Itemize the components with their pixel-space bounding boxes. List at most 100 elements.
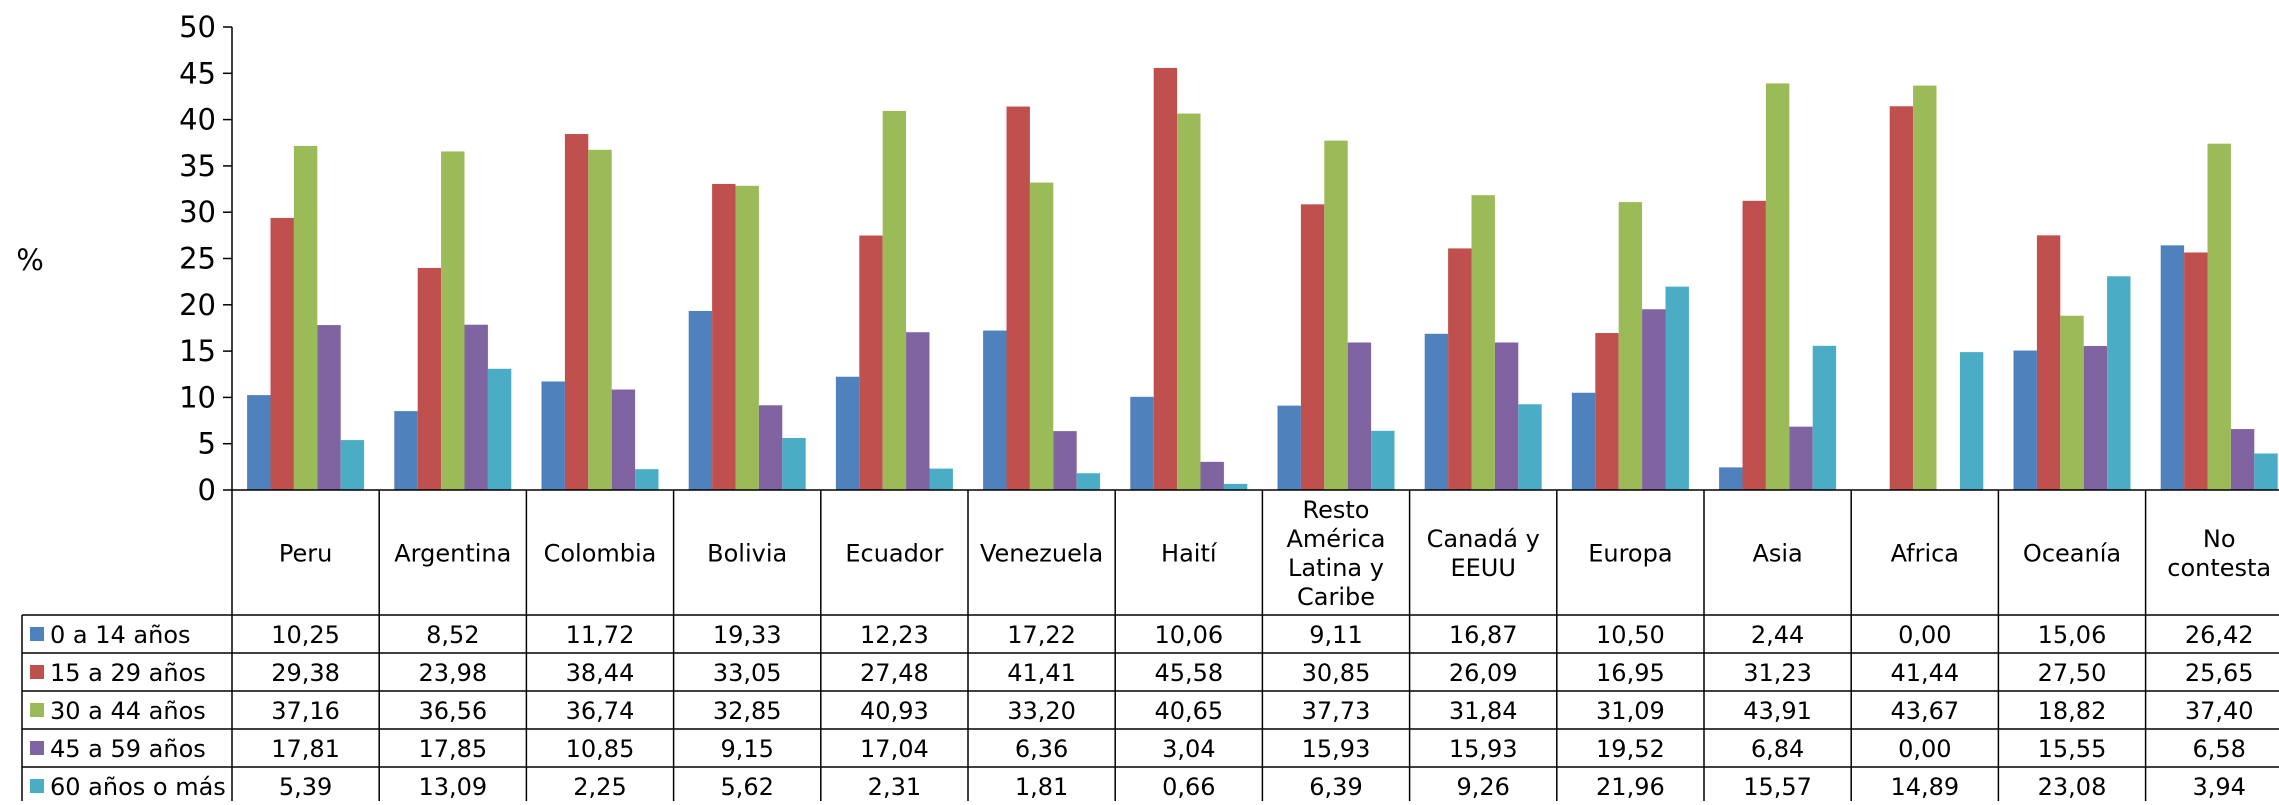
data-table-cell: 15,06 [2038,621,2107,649]
data-table-cell: 41,44 [1890,659,1959,687]
data-table-cell: 17,85 [418,735,487,763]
bar-3 [1177,113,1201,491]
bar-5 [1518,404,1542,490]
bar-2 [1742,200,1766,491]
bar-2 [1300,204,1325,491]
bar-2 [2184,252,2208,490]
bar-2 [1889,106,1914,491]
data-table-cell: 1,81 [1015,773,1068,801]
bar-3 [293,145,318,490]
bar-1 [1277,405,1301,490]
bar-1 [688,311,713,490]
bar-3 [1471,195,1495,490]
legend-label: 15 a 29 años [50,659,206,687]
data-table-cell: 31,84 [1449,697,1518,725]
data-table-cell: 23,98 [418,659,487,687]
bar-5 [782,437,806,490]
y-tick-label: 40 [179,103,216,137]
data-table-cell: 40,93 [860,697,929,725]
data-table-cell: 9,15 [720,735,773,763]
data-table-cell: 10,85 [566,735,635,763]
data-table-cell: 10,06 [1154,621,1223,649]
data-table-cell: 6,36 [1015,735,1068,763]
category-label: Latina y [1288,554,1384,582]
data-table-cell: 31,23 [1743,659,1812,687]
data-table-cell: 31,09 [1596,697,1665,725]
bar-4 [1347,342,1372,490]
data-table-cell: 10,50 [1596,621,1665,649]
bar-4 [464,324,488,490]
data-table-cell: 36,56 [418,697,487,725]
data-table-cell: 5,39 [279,773,332,801]
legend-swatch-2 [30,665,44,679]
bar-1 [2160,245,2185,490]
category-label: Caribe [1297,583,1375,611]
data-table-cell: 2,25 [573,773,626,801]
category-label: Colombia [544,540,657,568]
legend-swatch-3 [30,703,44,717]
y-tick-label: 35 [179,149,216,183]
data-table-cell: 37,73 [1302,697,1371,725]
data-table-cell: 13,09 [418,773,487,801]
data-table-cell: 6,84 [1751,735,1804,763]
bar-1 [1719,467,1743,490]
y-tick-label: 45 [179,56,216,90]
data-table-cell: 16,87 [1449,621,1518,649]
bar-2 [1006,106,1030,491]
bar-5 [1076,473,1101,490]
bar-5 [1371,430,1395,490]
bar-3 [1324,140,1348,491]
bar-4 [611,389,636,490]
data-table-cell: 3,04 [1162,735,1215,763]
legend-label: 45 a 59 años [50,735,206,763]
legend-label: 0 a 14 años [50,621,191,649]
category-label: Bolivia [707,540,787,568]
bar-4 [1053,431,1077,490]
bar-4 [1642,309,1666,490]
legend-swatch-4 [30,741,44,755]
data-table-cell: 32,85 [713,697,782,725]
data-table-cell: 8,52 [426,621,479,649]
data-table-cell: 9,26 [1456,773,1509,801]
bar-4 [317,325,341,490]
data-table-cell: 26,42 [2185,621,2254,649]
data-table-cell: 0,66 [1162,773,1215,801]
category-label: No [2203,525,2236,553]
bar-3 [882,110,907,491]
legend-label: 30 a 44 años [50,697,206,725]
data-table-cell: 45,58 [1154,659,1223,687]
data-table-cell: 10,25 [271,621,340,649]
data-table-cell: 33,05 [713,659,782,687]
data-table-cell: 2,31 [868,773,921,801]
bar-3 [1913,85,1937,491]
bar-5 [1665,286,1689,490]
bar-2 [2036,235,2061,490]
y-tick-label: 5 [198,427,216,461]
bar-3 [735,185,759,490]
data-table-cell: 27,48 [860,659,929,687]
data-table-cell: 15,93 [1302,735,1371,763]
bar-3 [2207,143,2231,490]
data-table-cell: 14,89 [1890,773,1959,801]
data-table-cell: 9,11 [1309,621,1362,649]
category-label: Oceanía [2023,540,2121,568]
data-table-cell: 37,40 [2185,697,2254,725]
data-table-cell: 43,67 [1890,697,1959,725]
bar-4 [1200,461,1224,490]
y-axis-label: % [16,243,44,277]
data-table-cell: 17,04 [860,735,929,763]
bar-4 [2083,346,2108,490]
category-label: Europa [1588,540,1672,568]
data-table-cell: 0,00 [1898,621,1951,649]
category-label: Ecuador [845,540,943,568]
bar-5 [487,368,512,490]
y-tick-label: 25 [179,242,216,276]
category-label: contesta [2167,554,2271,582]
category-label: Africa [1891,540,1959,568]
bar-5 [2254,453,2278,490]
data-table-cell: 19,52 [1596,735,1665,763]
data-table-cell: 41,41 [1007,659,1076,687]
bar-5 [1812,345,1837,490]
bar-4 [2230,429,2255,490]
